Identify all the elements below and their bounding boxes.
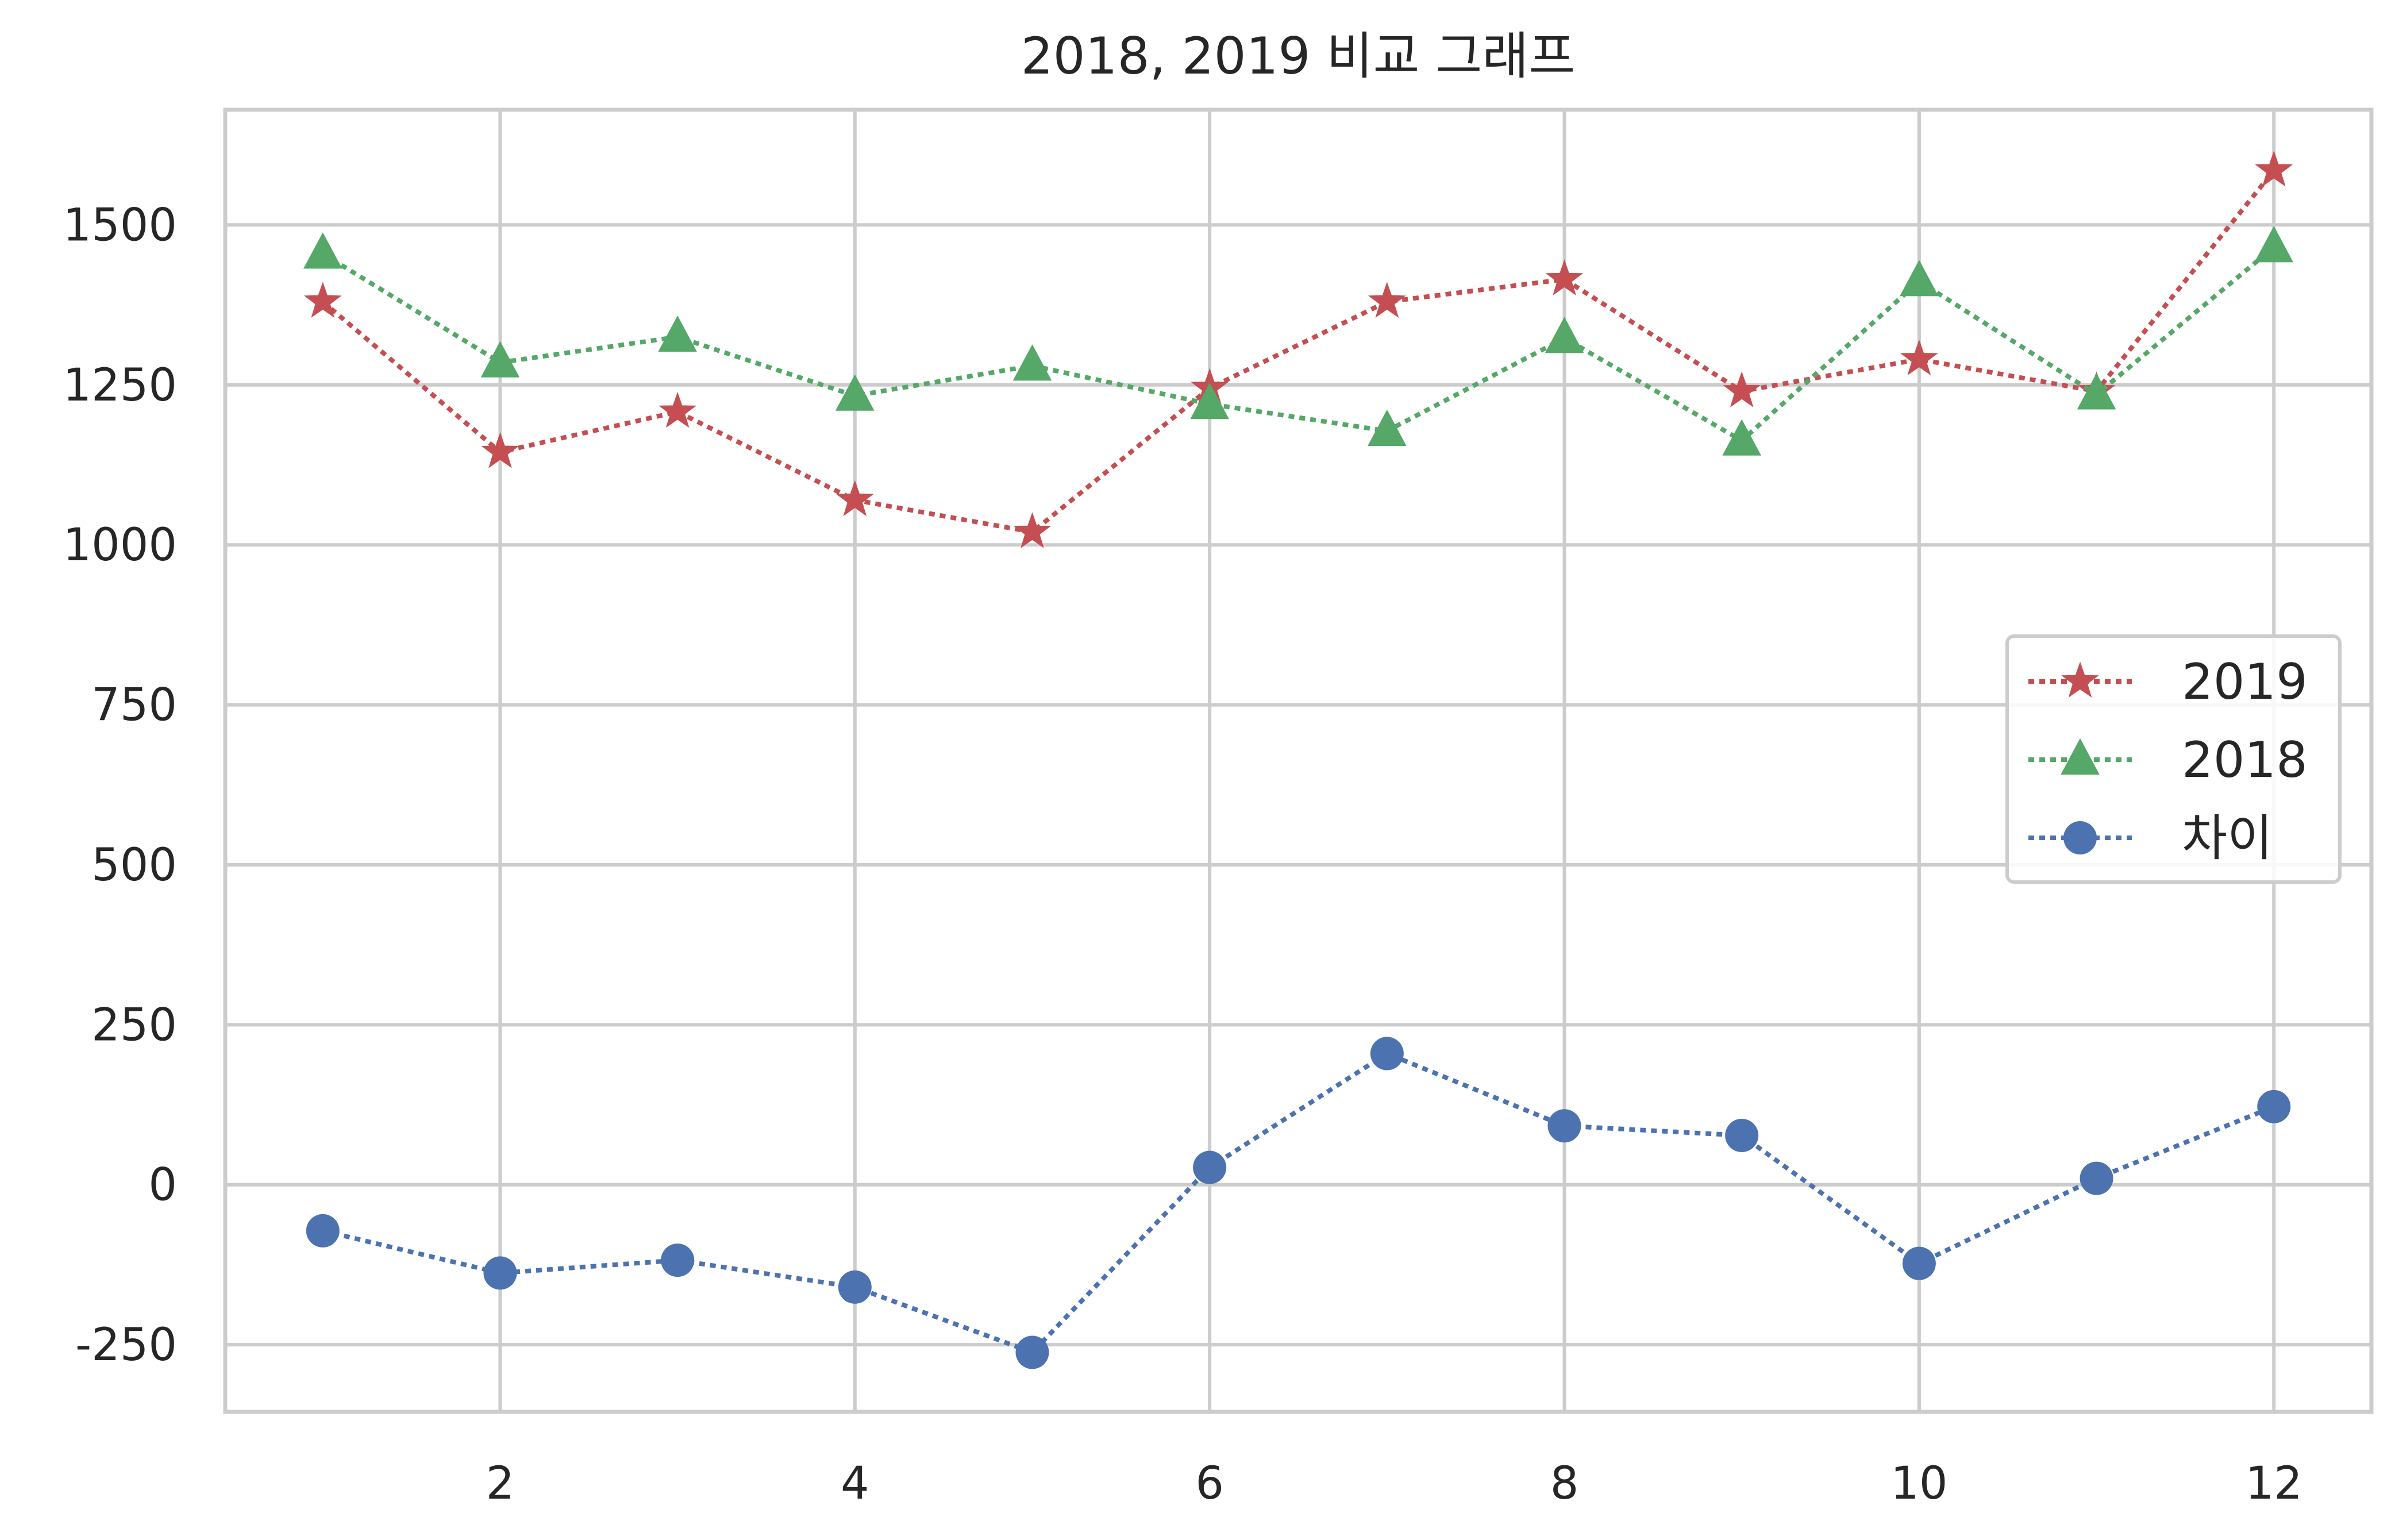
legend-frame <box>2005 634 2342 884</box>
y-tick-label: 750 <box>91 680 177 732</box>
y-tick-label: 0 <box>148 1160 177 1211</box>
data-point <box>1190 383 1229 419</box>
legend-item: 2019 <box>2028 653 2308 711</box>
data-point <box>1547 1109 1581 1143</box>
data-point <box>483 1256 517 1290</box>
data-point <box>303 282 342 318</box>
legend-label: 차이 <box>2182 810 2273 867</box>
data-point <box>1013 512 1052 548</box>
data-point <box>306 1214 340 1248</box>
x-tick-label: 12 <box>2246 1458 2302 1510</box>
data-point <box>1015 1335 1049 1369</box>
x-tick-label: 10 <box>1890 1458 1947 1510</box>
series-layer <box>303 151 2294 1369</box>
data-point <box>1900 339 1938 376</box>
legend-marker <box>2061 738 2100 775</box>
data-point <box>1902 1246 1936 1280</box>
y-tick-label: 250 <box>91 999 177 1051</box>
legend-label: 2019 <box>2182 653 2308 711</box>
data-point <box>661 1243 695 1277</box>
legend-item: 차이 <box>2028 810 2273 867</box>
y-tick-label: 1250 <box>63 360 177 411</box>
data-point <box>1368 409 1407 446</box>
y-tick-label: 1500 <box>63 199 177 251</box>
data-point <box>835 374 875 411</box>
legend-marker <box>2063 821 2097 854</box>
data-point <box>659 392 697 428</box>
series-line <box>322 1050 2275 1356</box>
y-axis-ticks: -250 0 250 500 750 1000 1250 1500 <box>63 199 177 1371</box>
data-point <box>480 341 520 378</box>
series-3 <box>306 1037 2291 1369</box>
plot-frame <box>223 107 2374 1414</box>
x-tick-label: 4 <box>841 1458 869 1510</box>
data-point <box>2255 151 2293 187</box>
series-line <box>321 245 2275 444</box>
x-axis-ticks: 2 4 6 8 10 12 <box>486 1458 2302 1510</box>
chart-title: 2018, 2019 비교 그래프 <box>1021 26 1576 86</box>
data-point <box>1012 344 1052 381</box>
series-line <box>321 169 2276 535</box>
series-2 <box>303 226 2294 456</box>
y-tick-label: 1000 <box>63 519 177 571</box>
x-tick-label: 8 <box>1550 1458 1579 1510</box>
data-point <box>2257 1089 2291 1123</box>
legend-label: 2018 <box>2182 732 2308 789</box>
x-tick-label: 2 <box>486 1458 515 1510</box>
legend-item: 2018 <box>2028 732 2308 789</box>
data-point <box>835 480 874 517</box>
data-point <box>481 432 519 468</box>
data-point <box>303 232 342 269</box>
legend: 2019 2018 차이 <box>2005 634 2342 884</box>
data-point <box>1900 260 1939 297</box>
data-point <box>1193 1150 1227 1184</box>
data-point <box>1370 1037 1404 1071</box>
x-tick-label: 6 <box>1195 1458 1224 1510</box>
legend-marker <box>2061 661 2099 698</box>
y-tick-label: -250 <box>75 1319 177 1371</box>
data-point <box>838 1270 872 1304</box>
data-point <box>1545 259 1584 296</box>
y-tick-label: 500 <box>91 840 177 891</box>
data-point <box>2080 1161 2113 1195</box>
data-point <box>2254 226 2294 263</box>
data-point <box>1723 371 1761 407</box>
data-point <box>2077 373 2116 410</box>
data-point <box>1722 419 1762 456</box>
data-point <box>658 315 697 352</box>
data-point <box>1725 1118 1759 1152</box>
data-point <box>1545 317 1584 353</box>
data-point <box>1368 282 1406 318</box>
